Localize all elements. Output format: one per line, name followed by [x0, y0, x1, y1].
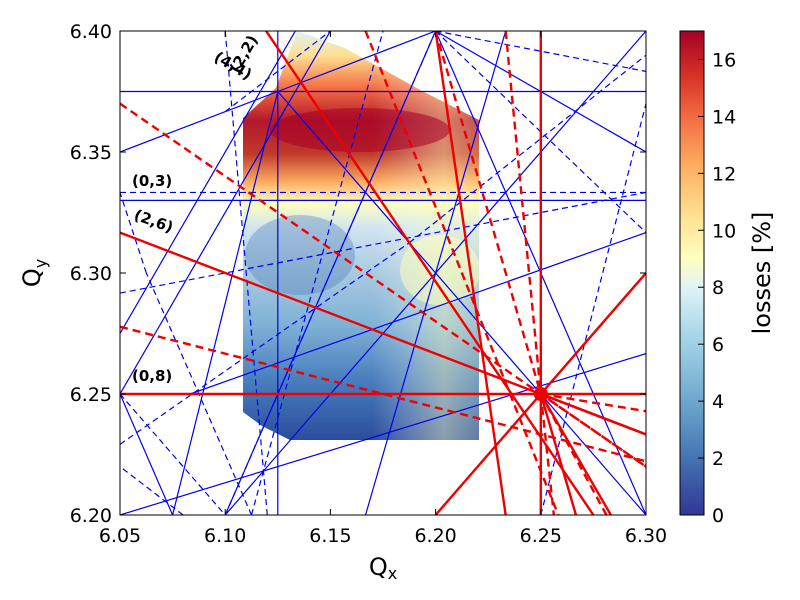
x-axis: 6.05 6.10 6.15 6.20 6.25 6.30	[99, 31, 667, 547]
resonance-line-blue-solid-2	[120, 31, 297, 334]
working-point-marker	[533, 387, 548, 401]
annotation-0-3: (0,3)	[132, 172, 172, 190]
resonance-line-blue-solid-4	[120, 90, 279, 153]
resonance-line-red-dashed-2	[364, 31, 560, 515]
colorbar-tick-label: 2	[712, 448, 724, 470]
resonance-line-blue-dashed-11	[540, 103, 646, 515]
resonance-line-blue-dashed-7	[250, 31, 384, 515]
heatmap-blob-mid	[400, 235, 479, 305]
resonance-line-red-dashed-0	[120, 102, 646, 468]
y-axis-label: Qy	[18, 259, 50, 287]
colorbar-tick-label: 0	[712, 505, 724, 527]
annotation-0-8: (0,8)	[132, 367, 172, 385]
x-axis-label: Qx	[369, 553, 397, 583]
resonance-lines	[120, 31, 646, 515]
x-tick-label: 6.05	[99, 525, 141, 547]
resonance-line-blue-dashed-6	[120, 192, 147, 274]
x-tick-label: 6.10	[204, 525, 246, 547]
x-tick-label: 6.15	[309, 525, 351, 547]
colorbar-tick-label: 6	[712, 334, 724, 356]
resonance-line-blue-dashed-2	[120, 242, 410, 445]
resonance-line-red-dashed-4	[504, 31, 542, 395]
y-axis: 6.20 6.25 6.30 6.35 6.40	[70, 21, 646, 527]
x-tick-label: 6.25	[520, 525, 562, 547]
resonance-line-blue-solid-3	[224, 31, 437, 515]
y-tick-label: 6.40	[70, 21, 112, 43]
colorbar-tick-label: 14	[712, 106, 736, 128]
resonance-line-red-solid-6	[539, 393, 578, 515]
resonance-line-blue-dashed-3	[408, 54, 646, 244]
y-tick-label: 6.25	[70, 384, 112, 406]
colorbar-gradient	[679, 30, 705, 516]
colorbar: 0 2 4 6 8 10 12 14 16 losses [%]	[679, 30, 776, 527]
x-tick-label: 6.30	[625, 525, 667, 547]
resonance-line-blue-solid-6	[172, 91, 279, 515]
resonance-line-blue-dashed-15	[224, 31, 331, 113]
resonance-line-blue-solid-14	[120, 31, 331, 395]
heatmap-blob-high	[270, 108, 450, 152]
colorbar-label: losses [%]	[748, 212, 776, 335]
resonance-line-blue-dashed-14	[120, 393, 226, 515]
resonance-line-red-dashed-6	[539, 393, 608, 515]
colorbar-tick-label: 16	[712, 49, 736, 71]
working-point	[533, 387, 548, 401]
resonance-line-blue-solid-16	[364, 31, 507, 515]
colorbar-ticks: 0 2 4 6 8 10 12 14 16	[698, 49, 736, 527]
colorbar-tick-label: 4	[712, 391, 724, 413]
y-tick-label: 6.35	[70, 142, 112, 164]
resonance-line-red-dashed-5	[539, 393, 556, 515]
resonance-line-blue-dashed-9	[435, 31, 646, 73]
resonance-line-blue-solid-15	[277, 31, 436, 93]
y-tick-label: 6.20	[70, 505, 112, 527]
resonance-line-blue-dashed-13	[120, 466, 184, 515]
resonance-line-blue-solid-8	[277, 91, 646, 515]
resonance-line-red-solid-5	[434, 31, 507, 515]
colorbar-tick-label: 8	[712, 277, 724, 299]
resonance-line-red-solid-7	[539, 393, 612, 515]
colorbar-tick-label: 12	[712, 163, 736, 185]
resonance-line-red-solid-8	[540, 392, 646, 436]
colorbar-tick-label: 10	[712, 220, 736, 242]
resonance-line-red-solid-3	[264, 31, 595, 515]
x-tick-label: 6.20	[414, 525, 456, 547]
resonance-line-blue-solid-11	[120, 353, 646, 515]
resonance-line-blue-solid-5	[120, 393, 174, 515]
resonance-line-red-dashed-8	[540, 393, 646, 468]
resonance-line-red-dashed-3	[434, 31, 542, 395]
resonance-line-blue-solid-12	[189, 232, 646, 395]
resonance-line-red-dashed-7	[540, 392, 646, 413]
y-tick-label: 6.30	[70, 263, 112, 285]
